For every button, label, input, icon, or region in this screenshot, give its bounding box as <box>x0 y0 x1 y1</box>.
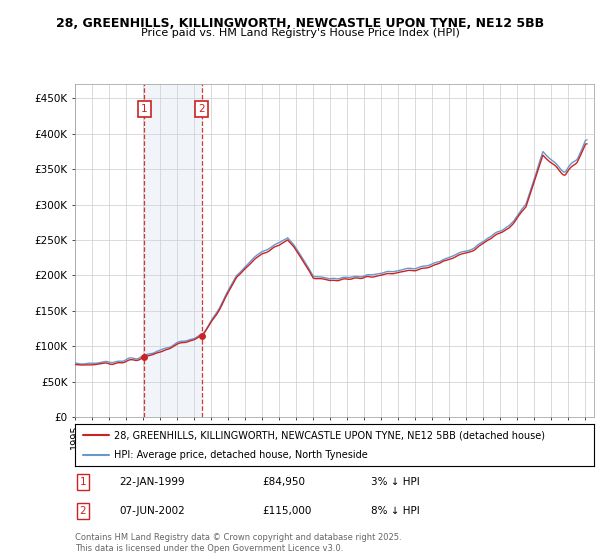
Text: 2: 2 <box>198 104 205 114</box>
Bar <box>144 84 202 417</box>
Text: 8% ↓ HPI: 8% ↓ HPI <box>371 506 419 516</box>
Text: 1: 1 <box>141 104 148 114</box>
Text: 28, GREENHILLS, KILLINGWORTH, NEWCASTLE UPON TYNE, NE12 5BB: 28, GREENHILLS, KILLINGWORTH, NEWCASTLE … <box>56 17 544 30</box>
Text: 07-JUN-2002: 07-JUN-2002 <box>119 506 185 516</box>
Text: 28, GREENHILLS, KILLINGWORTH, NEWCASTLE UPON TYNE, NE12 5BB (detached house): 28, GREENHILLS, KILLINGWORTH, NEWCASTLE … <box>114 430 545 440</box>
Text: Contains HM Land Registry data © Crown copyright and database right 2025.
This d: Contains HM Land Registry data © Crown c… <box>75 533 401 553</box>
Text: 1: 1 <box>79 477 86 487</box>
Text: 22-JAN-1999: 22-JAN-1999 <box>119 477 185 487</box>
Text: £84,950: £84,950 <box>262 477 305 487</box>
Text: £115,000: £115,000 <box>262 506 311 516</box>
Text: 2: 2 <box>79 506 86 516</box>
Text: 3% ↓ HPI: 3% ↓ HPI <box>371 477 419 487</box>
Text: HPI: Average price, detached house, North Tyneside: HPI: Average price, detached house, Nort… <box>114 450 368 460</box>
Text: Price paid vs. HM Land Registry's House Price Index (HPI): Price paid vs. HM Land Registry's House … <box>140 28 460 38</box>
